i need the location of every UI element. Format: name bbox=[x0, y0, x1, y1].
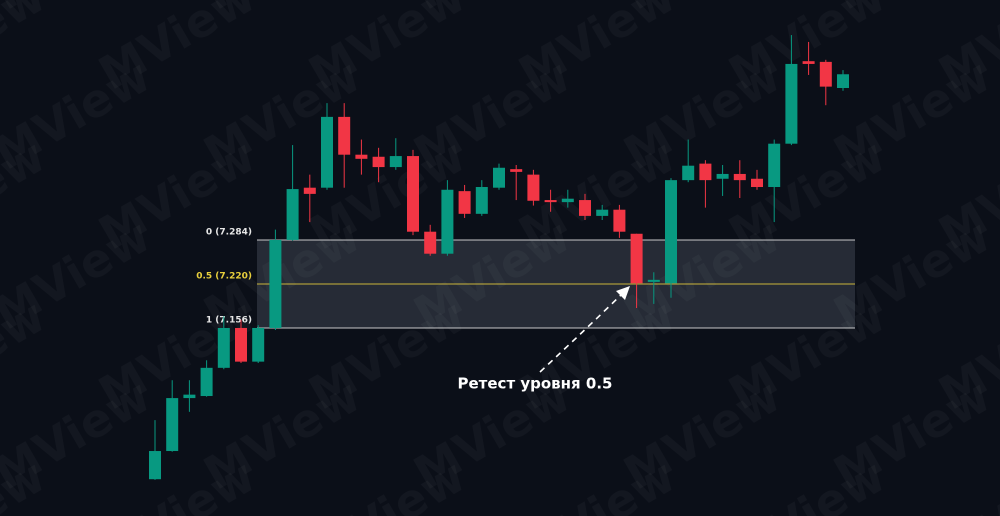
candle-body bbox=[527, 174, 540, 201]
candle-body bbox=[217, 327, 230, 368]
watermark: MView bbox=[300, 449, 474, 516]
candle-body bbox=[699, 163, 712, 181]
candle-body bbox=[355, 154, 368, 159]
candle-body bbox=[665, 180, 677, 284]
watermark: MView bbox=[720, 449, 894, 516]
candle-body bbox=[269, 239, 282, 328]
candle-body bbox=[389, 156, 402, 168]
arrow-head bbox=[616, 286, 630, 300]
arrow bbox=[539, 293, 623, 373]
candle-body bbox=[493, 167, 505, 188]
candle-body bbox=[252, 327, 265, 362]
candles bbox=[149, 35, 849, 480]
candle-body bbox=[613, 209, 626, 232]
candle-body bbox=[407, 156, 419, 232]
candle-body bbox=[475, 187, 488, 214]
candle-body bbox=[630, 233, 643, 284]
candle-body bbox=[303, 187, 316, 194]
candle-body bbox=[716, 173, 729, 179]
candle-body bbox=[510, 169, 523, 172]
candle-body bbox=[647, 279, 660, 282]
candle-body bbox=[321, 116, 333, 188]
candle-body bbox=[768, 143, 781, 188]
watermark: MView bbox=[90, 449, 264, 516]
level-label: 0 (7.284) bbox=[206, 227, 252, 237]
candle-body bbox=[544, 200, 557, 203]
candle-body bbox=[286, 189, 299, 240]
candle-body bbox=[183, 394, 196, 399]
candle-body bbox=[424, 231, 437, 254]
candle-body bbox=[372, 156, 385, 168]
candle-body bbox=[149, 451, 161, 480]
level-label: 1 (7.156) bbox=[206, 315, 252, 325]
candle-body bbox=[785, 63, 798, 144]
candle-body bbox=[579, 200, 591, 216]
watermark: MView bbox=[510, 449, 684, 516]
candle-body bbox=[200, 367, 213, 397]
candle-body bbox=[596, 209, 609, 216]
candle-body bbox=[751, 178, 763, 188]
annotation: Ретест уровня 0.5 bbox=[458, 375, 613, 393]
candle-body bbox=[561, 198, 574, 203]
fib-levels: 0 (7.284) 0.5 (7.220) 1 (7.156) bbox=[196, 227, 855, 329]
candle-body bbox=[235, 327, 247, 362]
candle-body bbox=[682, 165, 695, 181]
candle-body bbox=[458, 191, 471, 214]
candle-body bbox=[819, 61, 832, 87]
candle-body bbox=[338, 116, 351, 155]
watermark: MView bbox=[0, 0, 54, 100]
watermark: MView bbox=[930, 449, 1000, 516]
candle-body bbox=[441, 189, 454, 254]
candle-body bbox=[837, 74, 849, 89]
candle-body bbox=[733, 173, 746, 181]
candle-body bbox=[166, 398, 179, 452]
candle-body bbox=[802, 61, 815, 64]
level-label: 0.5 (7.220) bbox=[196, 271, 252, 281]
